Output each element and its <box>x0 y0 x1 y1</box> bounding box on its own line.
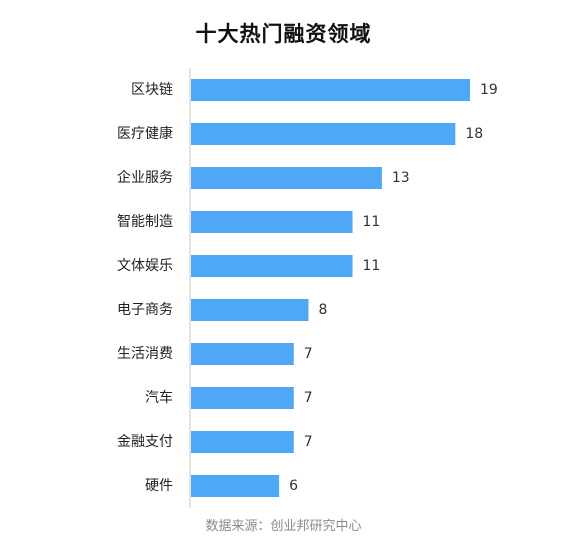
category-label-2: 企业服务 <box>117 169 173 186</box>
bar-3 <box>191 211 353 233</box>
category-label-9: 硬件 <box>145 478 173 494</box>
bar-7 <box>191 387 294 409</box>
value-label-4: 11 <box>363 258 381 274</box>
category-label-8: 金融支付 <box>117 434 173 450</box>
chart-title: 十大热门融资领域 <box>195 22 372 46</box>
category-label-6: 生活消费 <box>117 346 173 362</box>
value-label-8: 7 <box>304 434 313 450</box>
category-label-4: 文体娱乐 <box>117 258 173 274</box>
bar-5 <box>191 299 309 321</box>
bar-8 <box>191 431 294 453</box>
bar-9 <box>191 475 280 497</box>
bar-1 <box>191 123 456 145</box>
category-label-5: 电子商务 <box>117 302 173 318</box>
category-label-0: 区块链 <box>131 82 173 98</box>
source-note: 数据来源：创业邦研究中心 <box>205 519 362 534</box>
bar-4 <box>191 255 353 277</box>
value-label-2: 13 <box>392 170 410 186</box>
value-label-1: 18 <box>465 126 483 142</box>
category-label-3: 智能制造 <box>117 214 173 230</box>
value-label-5: 8 <box>318 302 327 318</box>
bar-6 <box>191 343 294 365</box>
bars-group: 区块链 19 医疗健康 18 企业服务 13 智能制造 11 文体娱乐 11 电子商务 8 生活消费 7 汽… <box>117 79 498 497</box>
category-label-7: 汽车 <box>145 389 173 406</box>
category-label-1: 医疗健康 <box>117 125 173 142</box>
bar-2 <box>191 167 382 189</box>
value-label-7: 7 <box>304 390 313 406</box>
value-label-0: 19 <box>480 82 498 98</box>
value-label-6: 7 <box>304 346 313 362</box>
value-label-9: 6 <box>289 478 298 494</box>
value-label-3: 11 <box>363 214 381 230</box>
bar-0 <box>191 79 470 101</box>
